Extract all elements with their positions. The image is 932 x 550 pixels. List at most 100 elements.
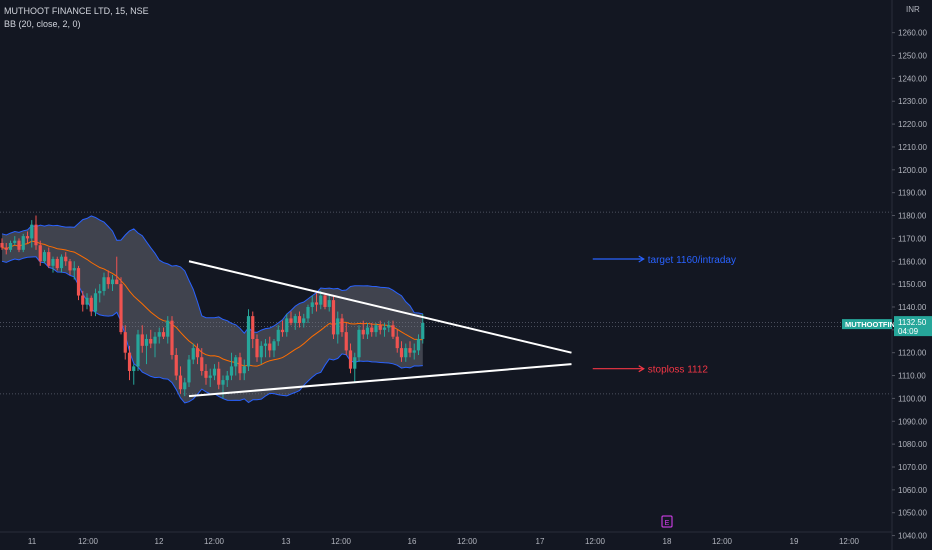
target-arrow-head <box>638 255 645 263</box>
candle-body <box>319 295 323 305</box>
candle-body <box>136 334 140 367</box>
y-tick-label: 1200.00 <box>898 166 927 175</box>
candle-body <box>357 329 361 358</box>
candle-body <box>76 268 81 296</box>
candle-body <box>323 295 327 307</box>
candle-body <box>285 318 289 333</box>
candle-body <box>242 366 246 374</box>
candle-body <box>47 252 51 266</box>
candle-body <box>0 242 4 248</box>
candle-body <box>140 334 144 346</box>
candle-body <box>170 320 174 355</box>
candle-body <box>225 375 229 381</box>
y-tick-label: 1210.00 <box>898 143 927 152</box>
candle-body <box>4 247 8 250</box>
candle-body <box>387 325 391 328</box>
y-tick-label: 1230.00 <box>898 97 927 106</box>
candle-body <box>183 382 187 390</box>
stoploss-label: stoploss 1112 <box>648 365 709 376</box>
candle-body <box>208 375 212 378</box>
candle-body <box>204 370 208 378</box>
candle-body <box>263 343 268 346</box>
candle-body <box>34 224 38 246</box>
candle-body <box>85 297 89 305</box>
candle-body <box>229 366 234 376</box>
indicator-legend: BB (20, close, 2, 0) <box>4 19 81 29</box>
candle-body <box>174 354 178 376</box>
candle-body <box>119 284 123 333</box>
candle-body <box>191 348 195 360</box>
y-tick-label: 1060.00 <box>898 486 927 495</box>
candle-body <box>370 327 374 333</box>
candle-body <box>327 300 331 307</box>
y-tick-label: 1260.00 <box>898 29 927 38</box>
candle-body <box>25 236 30 239</box>
y-tick-label: 1120.00 <box>898 349 927 358</box>
candle-body <box>55 258 59 269</box>
y-tick-label: 1040.00 <box>898 532 927 541</box>
x-tick-label: 12:00 <box>839 537 860 546</box>
x-tick-label: 12:00 <box>204 537 225 546</box>
target-label: target 1160/intraday <box>648 255 736 266</box>
y-tick-label: 1070.00 <box>898 463 927 472</box>
y-tick-label: 1250.00 <box>898 52 927 61</box>
x-tick-label: 12:00 <box>712 537 733 546</box>
y-tick-label: 1170.00 <box>898 234 927 243</box>
candle-body <box>59 256 64 269</box>
candle-body <box>153 336 157 344</box>
candle-body <box>412 350 416 353</box>
triangle-lower-trendline <box>188 363 572 398</box>
candle-body <box>8 242 13 250</box>
candle-body <box>68 261 72 271</box>
candle-body <box>195 348 200 358</box>
y-tick-label: 1110.00 <box>898 372 926 381</box>
candle-body <box>348 350 353 369</box>
candle-body <box>187 359 191 383</box>
candle-body <box>416 338 421 351</box>
bollinger-fill <box>2 215 423 403</box>
candle-body <box>144 338 149 346</box>
symbol-tag <box>842 319 892 330</box>
candle-body <box>38 245 42 262</box>
candle-body <box>110 279 115 285</box>
candle-body <box>280 329 285 333</box>
candle-body <box>314 302 319 305</box>
x-tick-label: 19 <box>790 537 799 546</box>
y-tick-label: 1150.00 <box>898 280 927 289</box>
candle-body <box>178 375 183 390</box>
countdown-timer: 04:09 <box>898 327 919 336</box>
candle-body <box>340 318 344 333</box>
bollinger-upper <box>1 215 423 334</box>
candle-body <box>382 327 387 330</box>
x-tick-label: 18 <box>663 537 672 546</box>
y-tick-label: 1240.00 <box>898 74 927 83</box>
candle-body <box>157 332 161 337</box>
candle-body <box>106 277 110 285</box>
triangle-upper-trendline <box>188 260 572 354</box>
candle-body <box>395 336 399 349</box>
x-tick-label: 17 <box>536 537 545 546</box>
candle-body <box>212 368 217 376</box>
candle-body <box>64 256 68 262</box>
candle-body <box>306 306 310 319</box>
y-tick-label: 1100.00 <box>898 394 927 403</box>
candle-body <box>98 290 102 294</box>
symbol-tag-text: MUTHOOTFIN <box>845 320 895 329</box>
candle-body <box>374 325 378 333</box>
candle-body <box>310 302 314 307</box>
y-tick-label: 1190.00 <box>898 189 927 198</box>
x-tick-label: 13 <box>282 537 291 546</box>
x-tick-label: 12:00 <box>331 537 352 546</box>
candle-body <box>293 316 297 323</box>
candle-body <box>238 357 242 374</box>
candle-body <box>365 327 370 335</box>
candle-body <box>268 343 272 351</box>
y-tick-label: 1080.00 <box>898 440 927 449</box>
y-tick-label: 1160.00 <box>898 257 927 266</box>
candle-body <box>378 325 382 330</box>
candle-body <box>42 252 47 262</box>
candle-body <box>102 277 106 291</box>
candle-body <box>21 236 25 250</box>
